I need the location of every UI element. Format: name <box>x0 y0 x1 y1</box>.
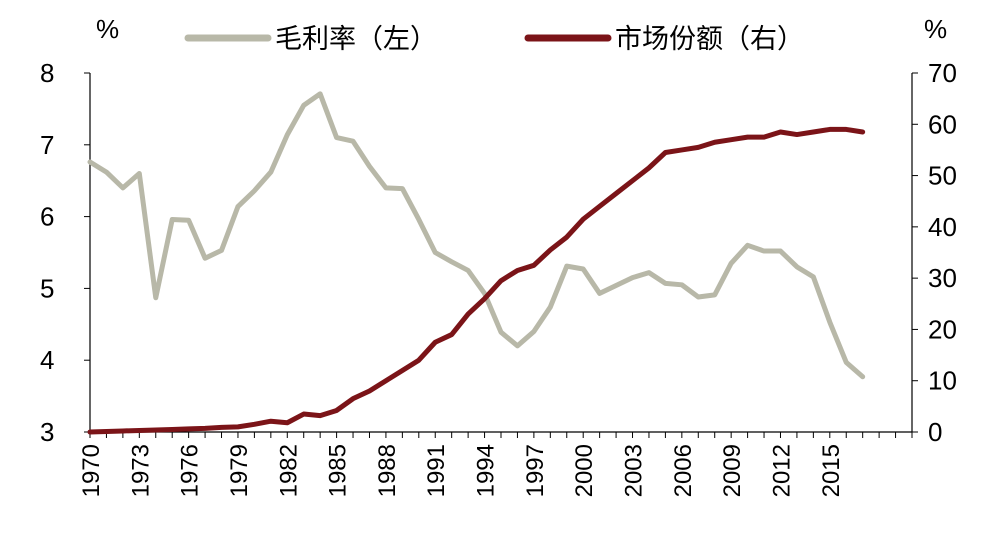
axes: 3 4 5 6 7 8 0 10 20 30 40 50 60 70 1970 1973 1976 1979 198… <box>40 58 957 497</box>
left-axis-unit: % <box>96 14 119 44</box>
x-tick-label: 1985 <box>325 444 352 497</box>
legend-label-gross-margin: 毛利率（左） <box>275 24 437 55</box>
left-y-tick-label: 6 <box>40 202 54 232</box>
x-tick-label: 1976 <box>177 444 204 497</box>
left-y-tick-label: 5 <box>40 273 54 303</box>
x-tick-label: 1979 <box>226 444 253 497</box>
x-tick-label: 2003 <box>621 444 648 497</box>
x-tick-label: 1994 <box>473 444 500 497</box>
right-y-tick-label: 60 <box>928 109 957 139</box>
series-layer <box>87 91 866 435</box>
right-y-tick-label: 70 <box>928 58 957 88</box>
x-tick-label: 2012 <box>768 444 795 497</box>
x-tick-label: 2006 <box>670 444 697 497</box>
left-y-tick-label: 8 <box>40 58 54 88</box>
right-axis-unit: % <box>924 14 947 44</box>
x-tick-label: 1970 <box>78 444 105 497</box>
x-tick-label: 1991 <box>423 444 450 497</box>
right-y-tick-label: 30 <box>928 263 957 293</box>
right-y-tick-label: 20 <box>928 314 957 344</box>
x-tick-label: 2009 <box>719 444 746 497</box>
left-y-tick-label: 7 <box>40 130 54 160</box>
x-tick-label: 1988 <box>374 444 401 497</box>
legend: 毛利率（左） 市场份额（右） <box>184 24 804 55</box>
x-tick-label: 2000 <box>571 444 598 497</box>
market-share-series-line <box>87 126 866 435</box>
x-tick-label: 1982 <box>275 444 302 497</box>
right-y-tick-label: 10 <box>928 366 957 396</box>
left-y-tick-label: 3 <box>40 417 54 447</box>
x-tick-label: 2015 <box>818 444 845 497</box>
x-tick-label: 1997 <box>522 444 549 497</box>
left-y-tick-label: 4 <box>40 345 54 375</box>
right-y-tick-label: 40 <box>928 212 957 242</box>
x-tick-label: 1973 <box>127 444 154 497</box>
gross-margin-series-line <box>87 91 866 380</box>
right-y-tick-label: 0 <box>928 417 942 447</box>
right-y-tick-label: 50 <box>928 161 957 191</box>
legend-label-market-share: 市场份额（右） <box>615 24 804 55</box>
